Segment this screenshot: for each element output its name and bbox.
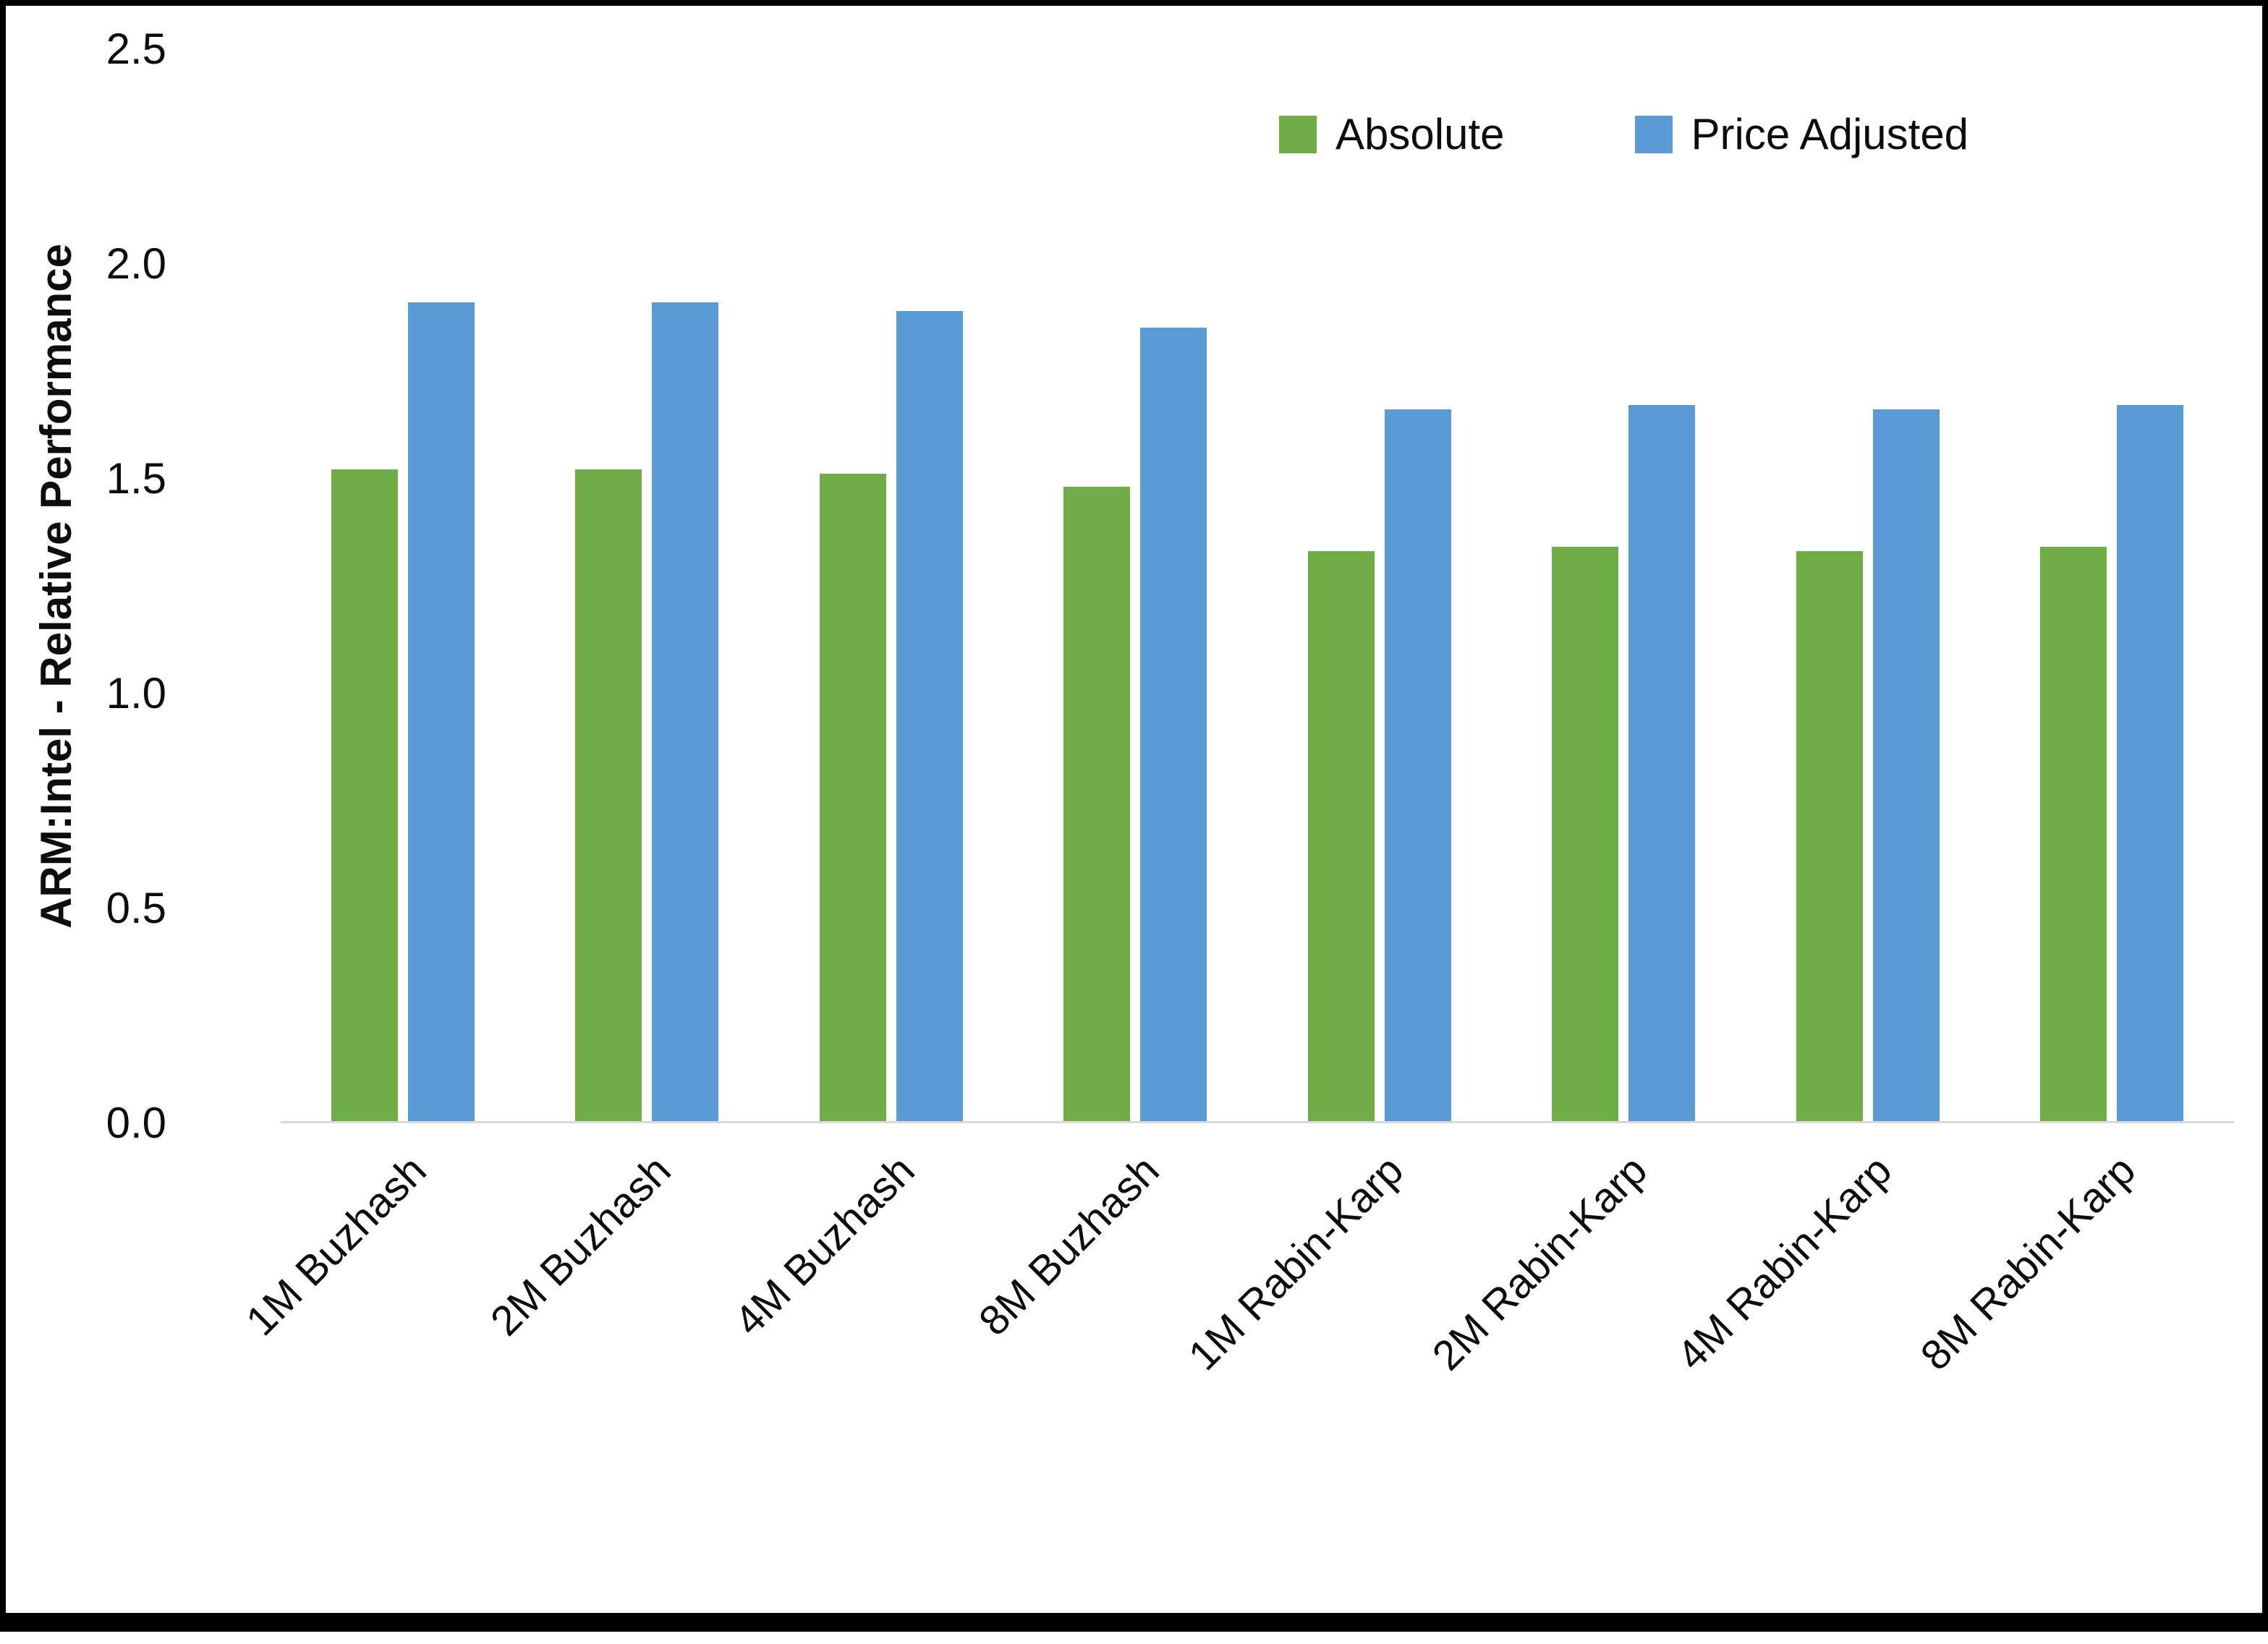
x-axis-category-label: 1M Buzhash [237,1146,436,1345]
y-tick-label: 2.5 [106,25,166,73]
bar-price-adjusted [1628,405,1696,1121]
bar-absolute [2040,546,2107,1121]
y-tick-label: 0.0 [106,1099,166,1147]
legend: Absolute Price Adjusted [1279,113,1968,156]
bar-absolute [1307,550,1375,1121]
bar-price-adjusted [1384,409,1451,1121]
x-label-cell: 8M Rabin-Karp [1912,1146,2235,1552]
y-tick-label: 2.0 [106,239,166,288]
bar-absolute [1796,550,1863,1121]
y-axis-ticks: 0.0 0.5 1.0 1.5 2.0 2.5 [85,27,166,1145]
x-axis-labels: 1M Buzhash 2M Buzhash 4M Buzhash 8M Buzhash… [237,1146,2235,1552]
bar-group [1990,49,2235,1121]
bar-group [1014,49,1258,1121]
bar-price-adjusted [1872,409,1940,1121]
plot-groups [281,49,2234,1121]
legend-label: Absolute [1335,110,1505,158]
y-axis-title-text: ARM:Intel - Relative Performance [31,244,80,929]
bar-absolute [575,469,642,1121]
bar-absolute [1063,486,1131,1121]
bar-absolute [819,473,886,1121]
bar-absolute [331,469,398,1121]
bar-price-adjusted [2117,405,2184,1121]
y-tick-label: 0.5 [106,884,166,932]
bar-group [525,49,770,1121]
bar-group [1257,49,1502,1121]
legend-label: Price Adjusted [1691,110,1969,158]
legend-swatch [1279,116,1317,153]
bar-price-adjusted [407,302,475,1121]
y-axis-title: ARM:Intel - Relative Performance [23,49,88,1123]
x-label-cell: 4M Buzhash [726,1146,1014,1552]
bar-group [1746,49,1990,1121]
bar-group [281,49,525,1121]
x-label-cell: 1M Buzhash [237,1146,525,1552]
bar-group [769,49,1014,1121]
plot-area [281,49,2234,1123]
bar-absolute [1552,546,1619,1121]
legend-swatch [1634,116,1673,153]
legend-item: Price Adjusted [1634,110,1969,158]
bar-price-adjusted [652,302,719,1121]
legend-item: Absolute [1279,113,1505,156]
bar-price-adjusted [896,310,963,1121]
bar-price-adjusted [1140,328,1207,1121]
bar-group [1502,49,1746,1121]
y-tick-label: 1.5 [106,454,166,503]
x-label-cell: 2M Buzhash [482,1146,770,1552]
y-tick-label: 1.0 [106,669,166,717]
